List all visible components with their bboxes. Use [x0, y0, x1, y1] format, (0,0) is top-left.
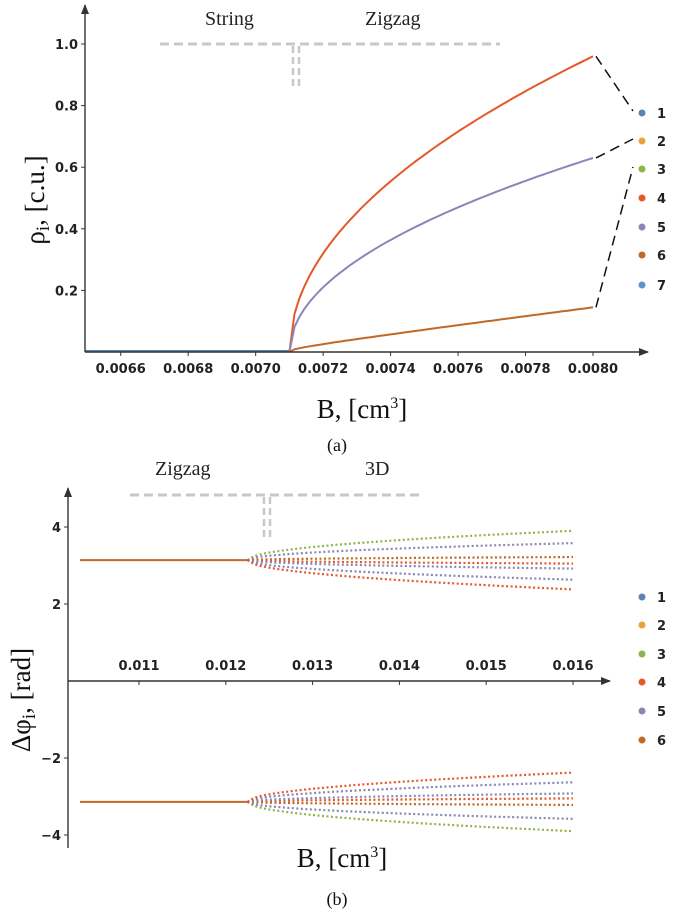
x-tick-label-b: 0.015 — [466, 659, 507, 674]
legend-label-a: 3 — [657, 163, 666, 178]
legend-swatch-b — [638, 593, 646, 601]
branch-curve-lower — [247, 800, 574, 820]
branch-curve-lower — [246, 800, 574, 833]
legend-label-a: 5 — [657, 221, 666, 236]
branch-curve-upper — [247, 542, 574, 562]
legend-label-b: 5 — [657, 705, 666, 720]
legend-connector-a — [595, 166, 634, 308]
phase-label-string: String — [205, 8, 254, 30]
y-tick-label-a: 0.8 — [55, 100, 78, 115]
x-tick-label-a: 0.0078 — [500, 362, 550, 377]
branch-curve-upper — [247, 555, 574, 562]
legend-swatch-b — [638, 650, 646, 658]
legend-label-b: 6 — [657, 734, 666, 749]
x-tick-label-a: 0.0076 — [433, 362, 483, 377]
phase-divider-a — [160, 42, 500, 88]
legend-a: 1 2 3 4 5 6 7 — [638, 107, 666, 294]
legend-label-a: 2 — [657, 135, 666, 150]
legend-swatch-a — [638, 137, 646, 145]
x-tick-label-a: 0.0070 — [231, 362, 281, 377]
phase-label-3d: 3D — [365, 458, 389, 480]
legend-swatch-b — [638, 621, 646, 629]
x-axis-label-b: B, [cm3] — [297, 843, 388, 873]
legend-label-b: 3 — [657, 648, 666, 663]
x-tick-label-b: 0.013 — [292, 659, 333, 674]
caption-a: (a) — [327, 435, 347, 456]
y-tick-label-a: 1.0 — [55, 38, 78, 53]
legend-label-a: 1 — [657, 107, 666, 122]
branch-curve-upper — [247, 559, 574, 565]
panel-b-chart: Zigzag 3D 0.011 0.012 0.013 0.014 0.015 0.016… — [6, 458, 666, 910]
x-ticks-a: 0.0066 0.0068 0.0070 0.0072 0.0074 0.0076 0.00… — [96, 352, 618, 377]
legend-swatch-b — [638, 707, 646, 715]
y-tick-label-a: 0.6 — [55, 161, 78, 176]
legend-connector-a — [595, 55, 634, 112]
legend-swatch-a — [638, 109, 646, 117]
x-tick-label-b: 0.012 — [205, 659, 246, 674]
panel-a-series — [85, 55, 594, 353]
y-ticks-b: −4 −2 2 4 — [41, 521, 68, 844]
series-line-a-6 — [288, 306, 594, 353]
legend-swatch-a — [638, 165, 646, 173]
y-axis-label-a: ρi, [c.u.] — [20, 155, 54, 244]
panel-a-chart: String Zigzag 0.0066 0.0068 0.0070 0.0072 0.… — [20, 4, 666, 456]
x-tick-label-a: 0.0080 — [568, 362, 618, 377]
legend-label-b: 2 — [657, 619, 666, 634]
legend-swatch-b — [638, 736, 646, 744]
legend-label-a: 6 — [657, 249, 666, 264]
y-axis-label-b: Δφi, [rad] — [6, 648, 40, 752]
branch-curve-lower — [247, 797, 574, 803]
branch-curve-upper — [246, 529, 574, 562]
y-tick-label-b: −2 — [41, 752, 61, 767]
legend-label-b: 4 — [657, 676, 666, 691]
branch-curve-upper — [247, 559, 574, 581]
caption-b: (b) — [327, 889, 348, 910]
y-tick-label-b: 2 — [52, 598, 61, 613]
x-tick-label-b: 0.011 — [118, 659, 159, 674]
legend-swatch-a — [638, 223, 646, 231]
branch-curve-lower — [247, 792, 574, 803]
x-tick-label-a: 0.0072 — [298, 362, 348, 377]
x-tick-label-b: 0.016 — [552, 659, 593, 674]
series-line-a-4 — [288, 55, 594, 353]
y-tick-label-a: 0.2 — [55, 284, 78, 299]
y-tick-label-a: 0.4 — [55, 223, 78, 238]
series-line-a-5 — [288, 157, 594, 353]
legend-label-a: 7 — [657, 279, 666, 294]
legend-b: 1 2 3 4 5 6 — [638, 591, 666, 749]
branch-curve-lower — [247, 800, 574, 807]
legend-label-a: 4 — [657, 192, 666, 207]
x-tick-label-a: 0.0066 — [96, 362, 146, 377]
y-tick-label-b: 4 — [52, 521, 61, 536]
legend-label-b: 1 — [657, 591, 666, 606]
x-tick-label-b: 0.014 — [379, 659, 420, 674]
y-ticks-a: 0.2 0.4 0.6 0.8 1.0 — [55, 38, 85, 299]
legend-swatch-b — [638, 678, 646, 686]
legend-connector-a — [595, 138, 634, 159]
legend-swatch-a — [638, 251, 646, 259]
phase-label-zigzag-b: Zigzag — [155, 458, 211, 480]
x-axis-label-a: B, [cm3] — [317, 394, 408, 424]
y-tick-label-b: −4 — [41, 829, 61, 844]
phase-label-zigzag: Zigzag — [365, 8, 421, 30]
x-tick-label-a: 0.0074 — [366, 362, 416, 377]
legend-swatch-a — [638, 194, 646, 202]
legend-connector-lines-a — [595, 55, 634, 308]
legend-swatch-a — [638, 281, 646, 289]
phase-divider-b — [130, 493, 420, 540]
branch-curve-lower — [247, 781, 574, 803]
x-tick-label-a: 0.0068 — [163, 362, 213, 377]
x-ticks-b: 0.011 0.012 0.013 0.014 0.015 0.016 — [118, 659, 594, 685]
branch-curve-upper — [247, 559, 574, 570]
panel-b-series — [80, 529, 574, 833]
